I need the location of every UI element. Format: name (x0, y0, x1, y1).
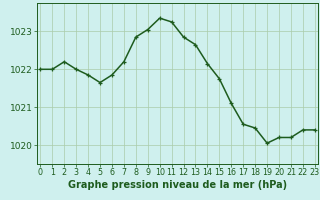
X-axis label: Graphe pression niveau de la mer (hPa): Graphe pression niveau de la mer (hPa) (68, 180, 287, 190)
